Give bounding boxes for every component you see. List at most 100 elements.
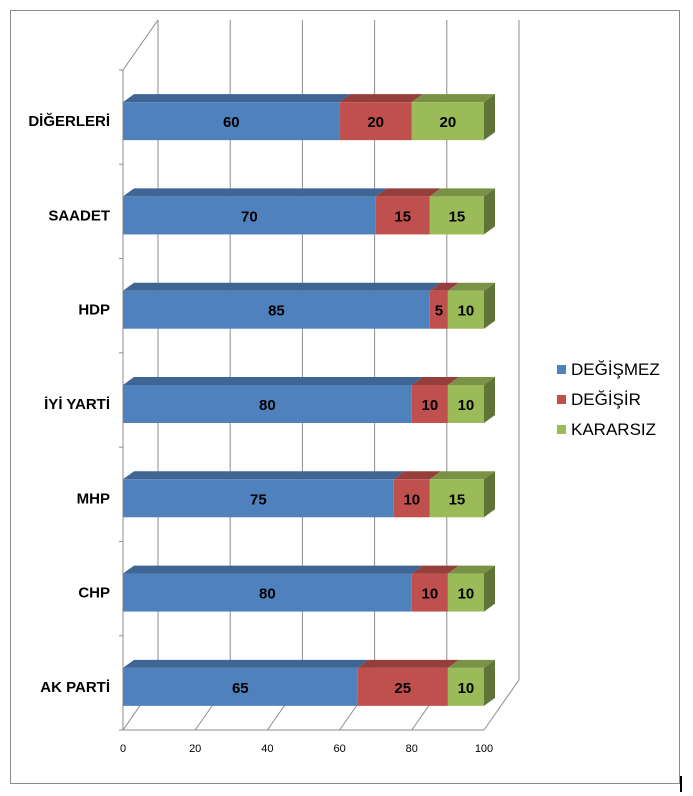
data-label-ak-parti-degismez: 65: [232, 680, 249, 697]
bar-saadet-degisir: [375, 188, 441, 235]
bar-front-face: [429, 196, 484, 235]
data-label-iyi-yarti-kararsiz: 10: [458, 397, 475, 414]
data-label-mhp-degisir: 10: [403, 491, 420, 508]
side-wall-top-edge: [122, 19, 159, 71]
data-label-saadet-degisir: 15: [394, 208, 411, 225]
bar-hdp-degismez: [123, 282, 441, 329]
legend-swatch-degismez: [557, 365, 566, 374]
bar-mhp-kararsiz: [429, 471, 495, 518]
bar-iyi-yarti-degisir: [411, 377, 459, 423]
bar-end-face: [484, 471, 495, 518]
bar-mhp-degisir: [393, 471, 441, 518]
bar-top-face: [447, 282, 495, 291]
bar-ak-parti-degismez: [123, 659, 369, 706]
bar-top-face: [123, 94, 351, 103]
bar-front-face: [123, 573, 412, 612]
bar-front-face: [123, 667, 358, 706]
bar-front-face: [429, 479, 484, 518]
bar-hdp-degisir: [429, 282, 459, 329]
bar-front-face: [339, 102, 412, 141]
bar-top-face: [411, 377, 459, 385]
bar-front-face: [123, 385, 412, 423]
bar-top-face: [429, 282, 459, 291]
data-label-hdp-degisir: 5: [435, 303, 443, 320]
category-label-hdp: HDP: [78, 302, 110, 319]
x-tick-label-100: 100: [475, 743, 493, 755]
x-tick-label-80: 80: [406, 743, 418, 755]
floor-line-100: [483, 679, 520, 731]
bar-front-face: [123, 102, 340, 141]
bar-top-face: [429, 471, 495, 480]
bar-front-face: [411, 573, 448, 612]
x-tick-label-20: 20: [189, 743, 201, 755]
bar-top-face: [123, 377, 423, 385]
bar-front-face: [447, 290, 484, 329]
data-label-ak-parti-degisir: 25: [394, 680, 411, 697]
bar-front-face: [123, 290, 430, 329]
bar-iyi-yarti-degismez: [123, 377, 423, 423]
bar-top-face: [357, 659, 459, 668]
bar-top-face: [447, 565, 495, 574]
data-label-hdp-kararsiz: 10: [458, 303, 475, 320]
data-label-chp-degismez: 80: [259, 586, 276, 603]
bar-front-face: [375, 196, 430, 235]
data-label-ak-parti-kararsiz: 10: [458, 680, 475, 697]
bar-front-face: [411, 385, 448, 423]
bar-ak-parti-kararsiz: [447, 659, 495, 706]
category-label-chp: CHP: [78, 585, 110, 602]
x-tick-label-60: 60: [333, 743, 345, 755]
bar-front-face: [447, 573, 484, 612]
bar-top-face: [447, 377, 495, 385]
bar-top-face: [123, 188, 387, 197]
bar-front-face: [393, 479, 430, 518]
category-label-iyi-yarti: İYİ YARTİ: [44, 396, 110, 413]
legend-label-kararsiz: KARARSIZ: [571, 420, 656, 439]
bar-top-face: [429, 188, 495, 197]
bar-front-face: [357, 667, 448, 706]
x-tick-label-0: 0: [120, 743, 126, 755]
bar-mhp-degismez: [123, 471, 405, 518]
bar-top-face: [339, 94, 423, 103]
x-tick-label-40: 40: [261, 743, 273, 755]
data-label-chp-kararsiz: 10: [458, 586, 475, 603]
bar-end-face: [484, 282, 495, 329]
bar-digerleri-degismez: [123, 94, 351, 141]
bar-top-face: [123, 659, 369, 668]
bar-chp-kararsiz: [447, 565, 495, 612]
data-label-hdp-degismez: 85: [268, 303, 285, 320]
bar-front-face: [447, 385, 484, 423]
legend-swatch-kararsiz: [557, 425, 566, 434]
bar-top-face: [123, 282, 441, 291]
bar-top-face: [411, 94, 495, 103]
bar-end-face: [484, 659, 495, 706]
text-cursor-mark: [680, 776, 682, 792]
category-label-mhp: MHP: [77, 490, 110, 507]
data-label-iyi-yarti-degismez: 80: [259, 397, 276, 414]
bar-ak-parti-degisir: [357, 659, 459, 706]
bar-front-face: [429, 290, 448, 329]
bar-front-face: [123, 196, 376, 235]
legend-label-degisir: DEĞİŞİR: [571, 390, 641, 409]
data-label-digerleri-degismez: 60: [223, 114, 240, 131]
bar-top-face: [123, 471, 405, 480]
data-label-mhp-kararsiz: 15: [449, 491, 466, 508]
data-label-digerleri-kararsiz: 20: [440, 114, 457, 131]
bar-end-face: [484, 565, 495, 612]
bar-end-face: [484, 377, 495, 423]
bar-digerleri-kararsiz: [411, 94, 495, 141]
bar-front-face: [411, 102, 484, 141]
category-label-digerleri: DİĞERLERİ: [28, 112, 110, 130]
bar-end-face: [484, 94, 495, 141]
bar-end-face: [484, 188, 495, 235]
legend-swatch-degisir: [557, 395, 566, 404]
bar-saadet-degismez: [123, 188, 387, 235]
data-label-digerleri-degisir: 20: [367, 114, 384, 131]
bar-top-face: [375, 188, 441, 197]
data-label-mhp-degismez: 75: [250, 491, 267, 508]
data-label-iyi-yarti-degisir: 10: [422, 397, 439, 414]
legend-label-degismez: DEĞİŞMEZ: [571, 360, 660, 379]
bar-top-face: [447, 659, 495, 668]
bar-digerleri-degisir: [339, 94, 423, 141]
bar-top-face: [393, 471, 441, 480]
data-label-chp-degisir: 10: [422, 586, 439, 603]
